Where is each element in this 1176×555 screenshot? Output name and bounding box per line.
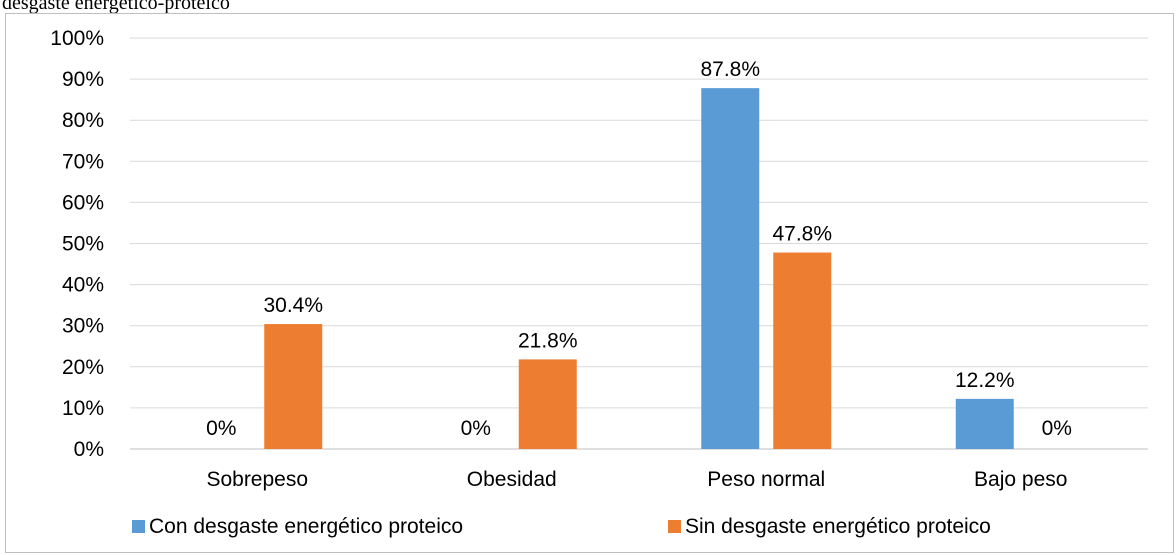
category-label: Peso normal <box>707 468 825 491</box>
data-label: 30.4% <box>263 294 323 317</box>
y-tick-label: 60% <box>62 191 104 214</box>
chart-caption: desgaste energético-proteico <box>2 0 230 14</box>
data-label: 47.8% <box>772 223 832 246</box>
legend-label: Con desgaste energético proteico <box>149 515 463 538</box>
data-label: 0% <box>461 417 491 440</box>
y-tick-label: 50% <box>62 233 104 256</box>
chart-frame <box>5 13 1174 553</box>
y-tick-label: 20% <box>62 356 104 379</box>
y-tick-label: 40% <box>62 274 104 297</box>
legend-swatch <box>132 520 145 533</box>
y-tick-label: 10% <box>62 397 104 420</box>
category-label: Obesidad <box>467 468 557 491</box>
data-label: 12.2% <box>955 369 1015 392</box>
data-label: 0% <box>206 417 236 440</box>
category-label: Sobrepeso <box>206 468 308 491</box>
bar-sin-desgaste <box>264 324 323 449</box>
category-label: Bajo peso <box>974 468 1067 491</box>
y-tick-label: 0% <box>74 438 104 461</box>
data-label: 87.8% <box>700 58 760 81</box>
y-tick-label: 70% <box>62 150 104 173</box>
legend-swatch <box>668 520 681 533</box>
bar-con-desgaste <box>701 88 760 449</box>
bar-sin-desgaste <box>518 359 577 449</box>
data-label: 21.8% <box>518 329 578 352</box>
bar-sin-desgaste <box>773 252 832 449</box>
y-tick-label: 30% <box>62 315 104 338</box>
y-tick-label: 80% <box>62 109 104 132</box>
y-tick-label: 90% <box>62 68 104 91</box>
legend-label: Sin desgaste energético proteico <box>685 515 991 538</box>
y-tick-label: 100% <box>50 27 104 50</box>
data-label: 0% <box>1042 417 1072 440</box>
bar-con-desgaste <box>955 398 1014 449</box>
